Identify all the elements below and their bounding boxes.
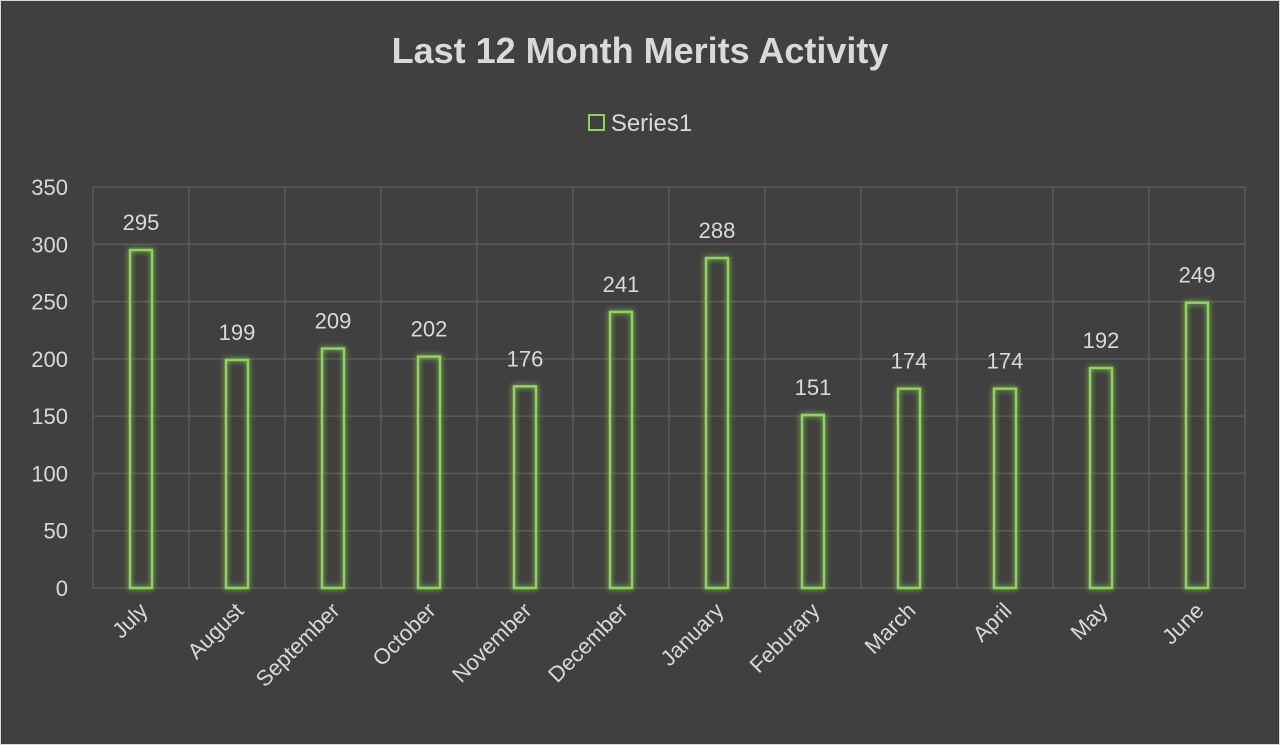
x-tick-label: October bbox=[368, 598, 441, 671]
data-label: 249 bbox=[1179, 263, 1216, 288]
x-tick-label: July bbox=[107, 598, 152, 643]
x-tick-label: September bbox=[251, 598, 345, 692]
data-label: 174 bbox=[891, 349, 928, 374]
data-label: 199 bbox=[219, 320, 256, 345]
y-tick-label: 350 bbox=[31, 175, 68, 200]
legend-label: Series1 bbox=[610, 110, 693, 137]
bar bbox=[608, 310, 634, 590]
bar bbox=[224, 358, 250, 590]
bar bbox=[704, 256, 730, 590]
x-tick-label: May bbox=[1065, 598, 1112, 645]
x-tick-label: June bbox=[1157, 598, 1208, 649]
legend-swatch-icon bbox=[587, 114, 605, 132]
bar bbox=[1184, 301, 1210, 590]
data-label: 192 bbox=[1083, 328, 1120, 353]
y-tick-label: 300 bbox=[31, 232, 68, 257]
data-label: 288 bbox=[699, 218, 736, 243]
x-tick-label: Feburary bbox=[745, 598, 825, 678]
bar bbox=[896, 387, 922, 590]
y-tick-label: 50 bbox=[44, 519, 68, 544]
y-tick-label: 150 bbox=[31, 404, 68, 429]
bar bbox=[128, 248, 154, 590]
chart-title: Last 12 Month Merits Activity bbox=[391, 30, 889, 71]
x-tick-label: November bbox=[447, 598, 536, 687]
bar bbox=[416, 355, 442, 590]
data-label: 241 bbox=[603, 272, 640, 297]
bar bbox=[800, 413, 826, 590]
y-tick-label: 0 bbox=[56, 576, 68, 601]
data-label: 209 bbox=[315, 309, 352, 334]
data-label: 174 bbox=[987, 349, 1024, 374]
bar bbox=[320, 347, 346, 590]
x-tick-label: January bbox=[656, 598, 729, 671]
y-tick-label: 100 bbox=[31, 461, 68, 486]
data-label: 295 bbox=[123, 210, 160, 235]
x-tick-label: April bbox=[968, 598, 1017, 647]
data-label: 202 bbox=[411, 317, 448, 342]
bar bbox=[512, 385, 538, 590]
data-label: 176 bbox=[507, 346, 544, 371]
data-label: 151 bbox=[795, 375, 832, 400]
y-tick-label: 200 bbox=[31, 347, 68, 372]
y-tick-label: 250 bbox=[31, 290, 68, 315]
x-tick-label: August bbox=[182, 598, 248, 664]
x-tick-label: March bbox=[860, 598, 921, 659]
bar bbox=[1088, 366, 1114, 590]
x-tick-label: December bbox=[543, 598, 632, 687]
bar bbox=[992, 387, 1018, 590]
chart-legend: Series1 bbox=[0, 110, 1280, 138]
